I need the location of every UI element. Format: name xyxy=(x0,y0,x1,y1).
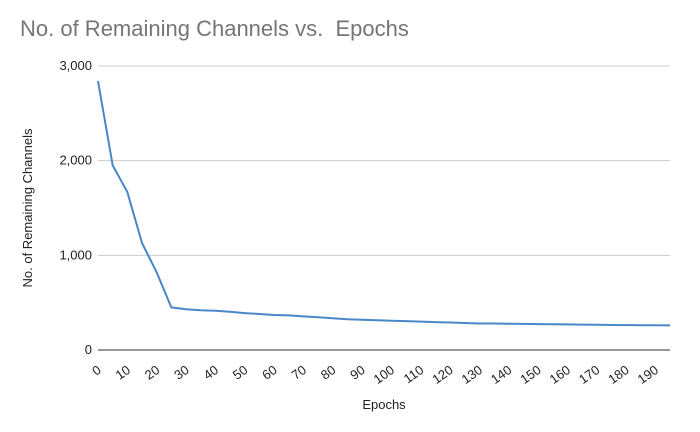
x-tick-label: 110 xyxy=(401,362,427,386)
x-tick-label: 120 xyxy=(429,362,455,387)
y-tick-label: 1,000 xyxy=(59,247,92,262)
x-tick-label: 40 xyxy=(201,362,221,383)
series-line xyxy=(97,80,671,327)
x-tick-label: 80 xyxy=(318,362,338,383)
x-tick-label: 100 xyxy=(371,362,397,387)
y-tick-label: 3,000 xyxy=(59,58,92,73)
x-tick-label: 90 xyxy=(347,362,367,383)
x-tick-label: 30 xyxy=(171,362,191,383)
x-tick-label: 170 xyxy=(576,362,602,387)
x-tick-label: 60 xyxy=(259,362,279,383)
chart-title: No. of Remaining Channels vs. Epochs xyxy=(20,16,409,41)
x-axis-title: Epochs xyxy=(362,397,406,412)
x-tick-label: 190 xyxy=(635,362,661,387)
gridlines xyxy=(98,65,670,351)
x-tick-label: 150 xyxy=(517,362,543,387)
y-tick-label: 0 xyxy=(85,342,92,357)
y-tick-labels: 0 1,000 2,000 3,000 xyxy=(59,58,92,357)
x-tick-label: 180 xyxy=(605,362,631,387)
x-tick-label: 160 xyxy=(547,362,573,387)
x-tick-label: 10 xyxy=(113,362,133,383)
y-tick-label: 2,000 xyxy=(59,153,92,168)
x-tick-label: 50 xyxy=(230,362,250,383)
x-tick-label: 140 xyxy=(488,362,514,387)
x-tick-label: 70 xyxy=(289,362,309,383)
x-tick-labels: 0 10 20 30 40 50 60 70 80 90 100 110 120 130 140 150 160… xyxy=(89,362,661,387)
x-tick-label: 20 xyxy=(142,362,162,383)
y-axis-title: No. of Remaining Channels xyxy=(20,128,35,287)
x-tick-label: 0 xyxy=(89,362,104,378)
x-tick-label: 130 xyxy=(459,362,485,387)
